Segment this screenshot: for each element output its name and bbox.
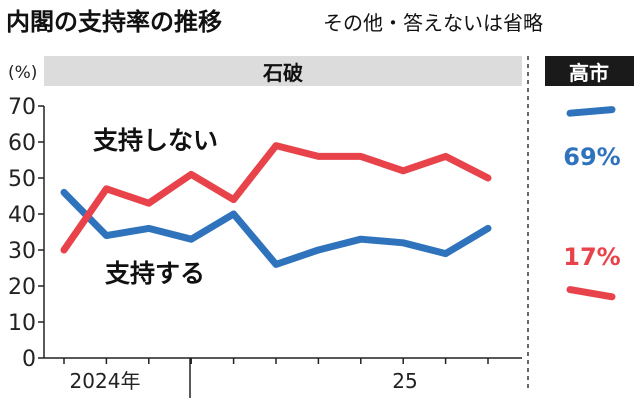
y-ticks: 0 10 20 30 40 50 60 70 [8,95,44,372]
y-tick-label: 30 [8,239,36,264]
chart-title: 内閣の支持率の推移 [6,8,222,36]
y-tick-label: 40 [8,203,36,228]
ishiba-band [44,56,522,86]
series-lines [60,106,616,301]
takaichi-nonsupport-value-label: 17% [563,243,620,271]
takaichi-nonsupport-line [566,286,616,301]
y-tick-label: 70 [8,95,36,120]
x-tick-label-25: 25 [392,369,417,393]
series-label-nonsupport: 支持しない [93,126,218,155]
takaichi-band-label: 高市 [569,61,609,85]
x-tick-label-2024: 2024年 [70,369,141,393]
takaichi-support-line [566,106,616,117]
ishiba-band-label: 石破 [262,61,303,85]
y-tick-label: 50 [8,167,36,192]
y-axis-unit: (%) [8,63,37,83]
y-tick-label: 20 [8,275,36,300]
takaichi-support-value-label: 69% [563,143,620,171]
y-tick-label: 10 [8,311,36,336]
y-tick-label: 0 [22,347,36,372]
y-tick-label: 60 [8,131,36,156]
series-label-support: 支持する [105,259,205,288]
x-ticks [63,358,489,364]
chart-subtitle: その他・答えないは省略 [323,11,543,35]
takaichi-band [545,56,634,86]
ishiba-support-line [60,188,492,268]
ishiba-nonsupport-line [60,142,492,254]
